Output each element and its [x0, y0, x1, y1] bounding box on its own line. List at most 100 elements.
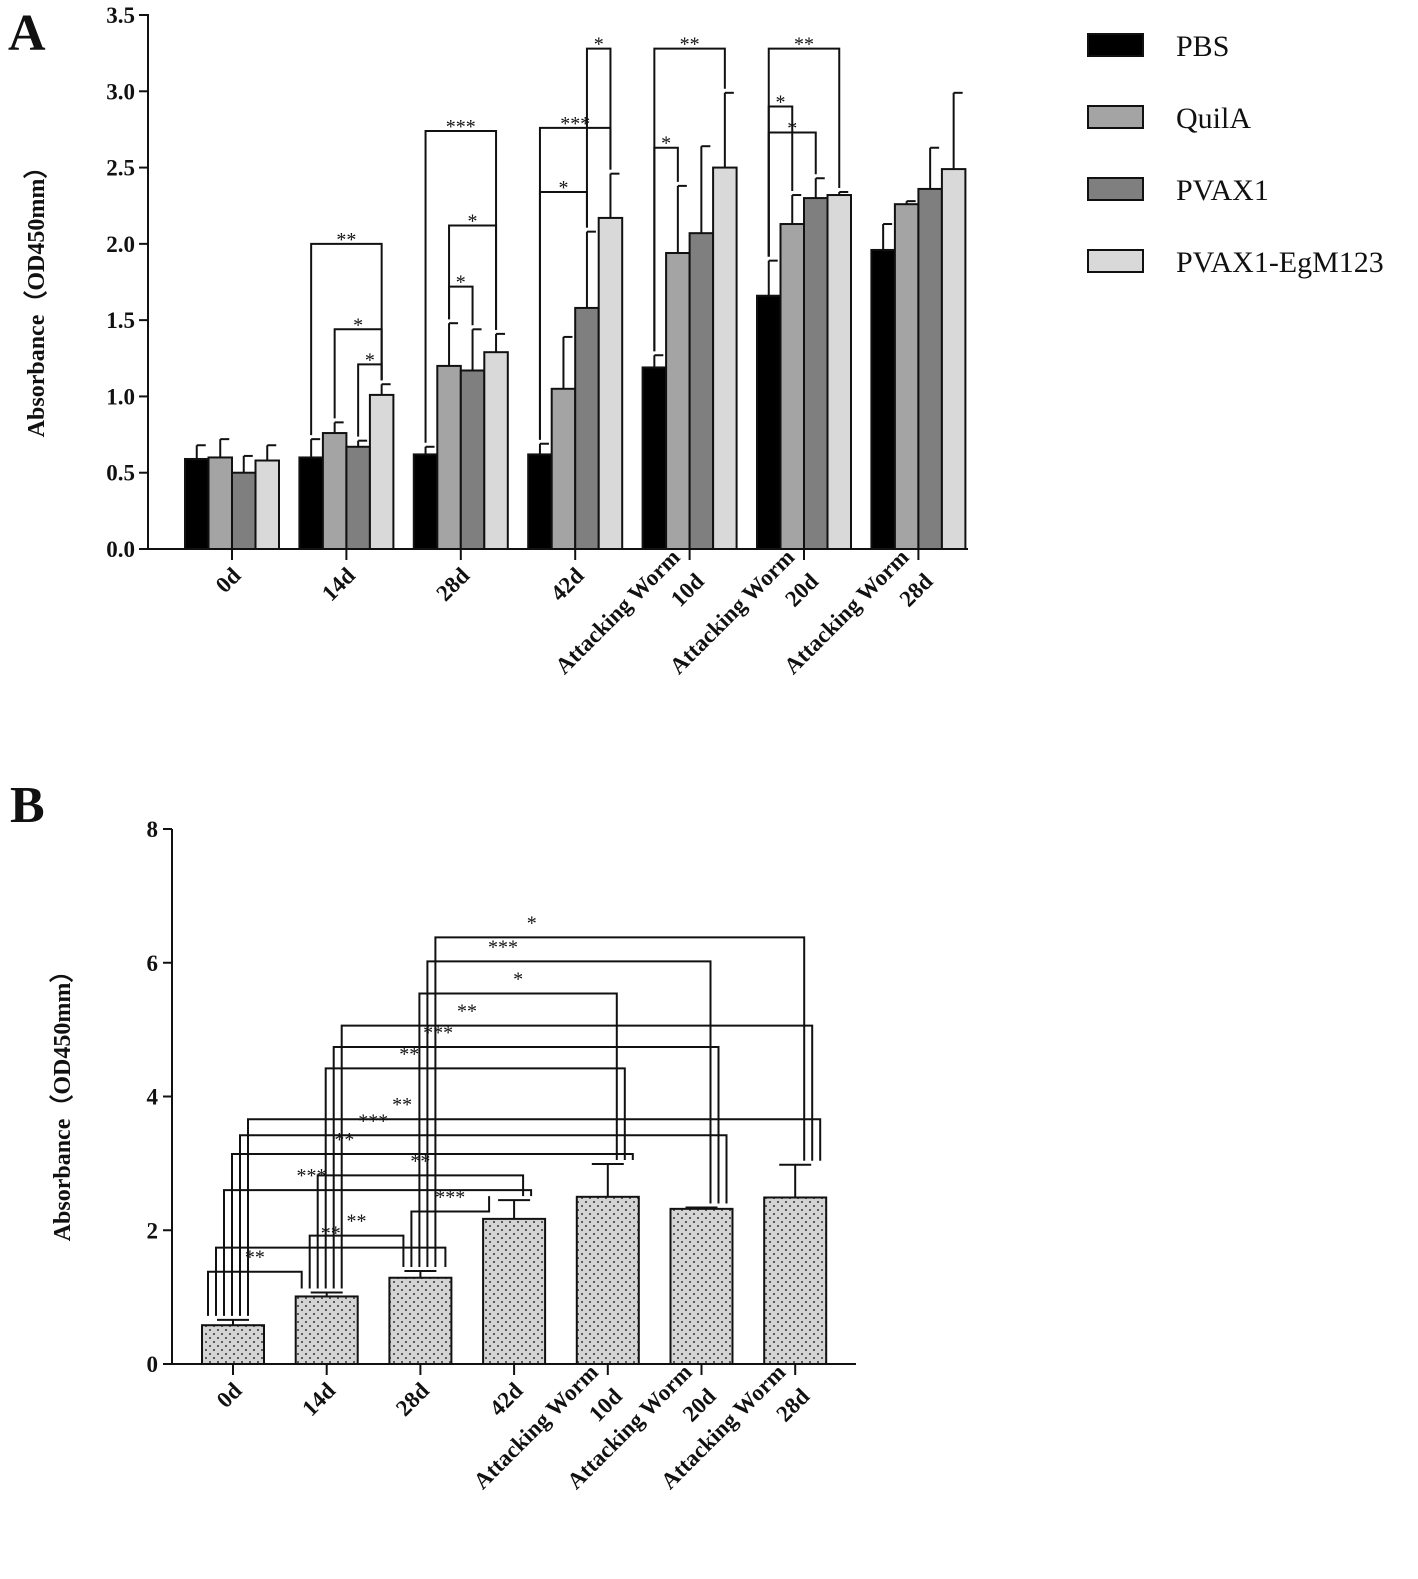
- bar-pvax1: [917, 187, 943, 550]
- significance-bracket: [585, 47, 612, 228]
- bar-quila: [321, 432, 348, 550]
- significance-label: **: [347, 1211, 367, 1233]
- significance-bracket: [448, 285, 474, 326]
- x-tick-label: 14d: [297, 1378, 340, 1421]
- significance-label: *: [661, 133, 671, 155]
- significance-label: **: [245, 1247, 265, 1269]
- legend-label: QuilA: [1176, 102, 1251, 135]
- bar-pbs: [412, 453, 439, 550]
- significance-label: ***: [435, 1187, 465, 1209]
- y-tick-label: 3.0: [106, 79, 135, 104]
- significance-label: ***: [560, 113, 590, 135]
- y-tick-label: 2.5: [106, 156, 135, 181]
- bar-pvax1-egm123: [712, 166, 738, 550]
- significance-bracket: [418, 992, 618, 1268]
- bar-pbs: [184, 457, 210, 550]
- significance-bracket: [538, 190, 588, 440]
- significance-bracket: [434, 936, 806, 1268]
- significance-bracket: [653, 146, 679, 352]
- chart-a: 0.0 0.5 1.0 1.5 2.0 2.5 3.0 3.5 Absorbance（OD450…: [23, 3, 968, 703]
- significance-label: *: [365, 349, 375, 371]
- y-tick-label: 2.0: [106, 232, 135, 257]
- bar-quila: [779, 223, 805, 550]
- significance-label: *: [787, 117, 797, 139]
- bar: [763, 1196, 828, 1365]
- bar-pvax1-egm123: [940, 168, 967, 550]
- y-tick-label: 8: [147, 817, 159, 842]
- bar-pbs: [870, 248, 896, 551]
- x-tick-label: 28d: [391, 1378, 434, 1421]
- significance-bracket: [767, 131, 817, 257]
- x-tick-label: Attacking Worm20d: [665, 544, 824, 703]
- y-tick-label: 3.5: [106, 3, 135, 28]
- significance-label: *: [353, 314, 363, 336]
- significance-label: **: [334, 1129, 354, 1151]
- legend-label: PVAX1: [1176, 174, 1269, 207]
- y-tick-label: 1.0: [106, 384, 135, 409]
- bar-quila: [550, 387, 577, 550]
- significance-bracket: [448, 224, 498, 330]
- significance-label: *: [456, 272, 466, 294]
- bar-pvax1: [459, 369, 486, 550]
- panel-a-letter: A: [8, 5, 46, 62]
- bar-pvax1: [345, 445, 371, 550]
- significance-label: *: [776, 92, 786, 114]
- x-tick-label: 0d: [212, 1378, 247, 1413]
- bar-pvax1: [803, 197, 829, 550]
- significance-bracket: [231, 1153, 634, 1316]
- significance-bracket: [332, 1046, 720, 1289]
- significance-label: ***: [423, 1022, 453, 1044]
- significance-label: *: [527, 912, 537, 934]
- legend-label: PBS: [1176, 30, 1229, 63]
- y-tick-label: 0.0: [106, 537, 135, 562]
- bar-pvax1: [574, 306, 600, 550]
- significance-label: *: [558, 177, 568, 199]
- legend-swatch-pvax1: [1087, 177, 1144, 201]
- significance-bracket: [324, 1067, 626, 1289]
- bar: [388, 1276, 453, 1365]
- x-tick-label: 0d: [211, 563, 246, 598]
- bar-pvax1-egm123: [254, 459, 280, 551]
- bar-pvax1: [688, 232, 715, 550]
- significance-label: **: [457, 1001, 477, 1023]
- y-tick-label: 2: [147, 1218, 159, 1243]
- bar-pvax1: [231, 471, 257, 551]
- significance-bracket: [357, 363, 383, 437]
- significance-label: **: [680, 34, 700, 56]
- significance-label: *: [594, 34, 604, 56]
- significance-label: **: [321, 1223, 341, 1245]
- bar-pbs: [641, 366, 668, 550]
- y-tick-label: 0.5: [106, 461, 135, 486]
- bar: [669, 1207, 734, 1365]
- x-tick-label: 42d: [546, 563, 589, 606]
- y-tick-label: 0: [147, 1352, 159, 1377]
- bar-quila: [436, 364, 462, 550]
- significance-label: ***: [297, 1165, 327, 1187]
- significance-bracket: [239, 1134, 728, 1316]
- bar-pvax1-egm123: [483, 351, 509, 550]
- x-tick-label: 28d: [431, 563, 474, 606]
- bar-pvax1-egm123: [826, 194, 852, 551]
- significance-label: **: [392, 1094, 412, 1116]
- legend-swatch-pbs: [1087, 33, 1144, 57]
- y-axis-label: Absorbance（OD450mm）: [49, 959, 76, 1242]
- bar-quila: [893, 203, 920, 550]
- bar: [482, 1217, 547, 1365]
- y-axis-label: Absorbance（OD450mm）: [23, 155, 50, 438]
- bar: [294, 1295, 359, 1366]
- bar: [575, 1195, 640, 1365]
- significance-bracket: [223, 1189, 533, 1316]
- y-tick-label: 1.5: [106, 308, 135, 333]
- significance-label: **: [794, 34, 814, 56]
- significance-label: *: [513, 969, 523, 991]
- x-tick-label: 42d: [485, 1378, 528, 1421]
- significance-bracket: [410, 1196, 491, 1268]
- bar-quila: [665, 252, 691, 551]
- legend-swatch-quila: [1087, 105, 1144, 129]
- bar-pbs: [756, 294, 782, 550]
- y-tick-label: 6: [147, 951, 159, 976]
- significance-bracket: [215, 1246, 447, 1316]
- legend-swatch-pvax1-egm123: [1087, 249, 1144, 273]
